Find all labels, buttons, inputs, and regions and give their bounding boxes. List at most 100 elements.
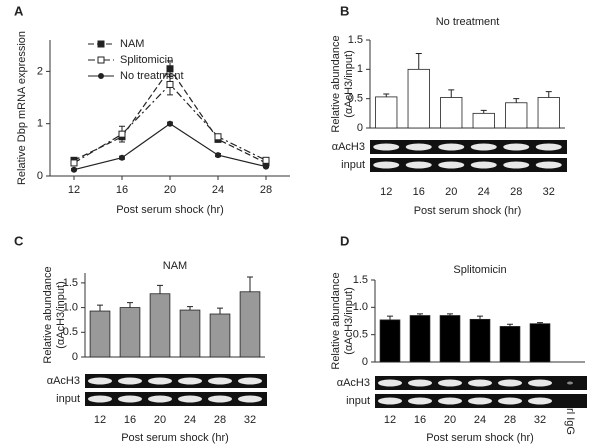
x-tick-label: 16 xyxy=(124,414,136,426)
bar xyxy=(239,291,261,358)
error-bar xyxy=(480,109,487,114)
y-tick-label: 1.5 xyxy=(348,34,363,46)
gel-band xyxy=(405,161,432,169)
gel-band xyxy=(535,143,562,151)
error-bar xyxy=(387,315,393,320)
gel-band xyxy=(503,161,530,169)
bar xyxy=(440,97,463,129)
panel-letter: B xyxy=(340,3,349,18)
y-tick-label: 2 xyxy=(37,65,43,77)
gel-band xyxy=(88,377,112,385)
y-axis-label: Relative abundance xyxy=(330,272,342,369)
gel-band xyxy=(567,381,573,385)
bar xyxy=(375,96,398,129)
marker xyxy=(166,80,174,88)
error-bar xyxy=(545,91,552,98)
y-tick-label: 1 xyxy=(357,63,363,75)
x-tick-label: 32 xyxy=(244,414,256,426)
legend-label: Splitomicin xyxy=(120,54,173,66)
bar xyxy=(407,68,430,129)
bar xyxy=(209,313,231,358)
marker xyxy=(167,120,173,127)
x-tick-label: 20 xyxy=(154,414,166,426)
y-tick-label: 1.0 xyxy=(353,301,368,313)
chart-title: No treatment xyxy=(436,16,500,28)
gel-row-label: input xyxy=(56,393,80,405)
error-bar xyxy=(157,284,163,294)
x-tick-label: 32 xyxy=(534,414,546,426)
bar xyxy=(469,318,491,363)
gel-band xyxy=(373,143,400,151)
error-bar xyxy=(513,98,520,103)
bar xyxy=(529,323,551,363)
gel-band xyxy=(238,377,262,385)
bar xyxy=(439,315,461,363)
y-tick-label: 0 xyxy=(357,122,363,134)
y-axis-label: Relative abundance xyxy=(330,35,342,132)
gel-row-label: input xyxy=(346,395,370,407)
error-bar xyxy=(247,276,253,292)
gel-band xyxy=(528,379,552,387)
bar xyxy=(179,309,201,358)
x-tick-label: 28 xyxy=(504,414,516,426)
x-tick-label: 28 xyxy=(214,414,226,426)
y-tick-label: 0 xyxy=(37,170,43,182)
bar xyxy=(119,307,141,358)
chart-title: Splitomicin xyxy=(453,264,506,276)
x-tick-label: 24 xyxy=(478,186,490,198)
error-bar xyxy=(217,307,223,315)
y-tick-label: 0 xyxy=(362,356,368,368)
gel-band xyxy=(438,379,462,387)
x-tick-label: 12 xyxy=(380,186,392,198)
gel-band xyxy=(468,379,492,387)
marker xyxy=(262,156,270,164)
gel-band xyxy=(88,395,112,403)
gel-row-label: αAcH3 xyxy=(47,375,80,387)
gel-band xyxy=(378,379,402,387)
legend-label: No treatment xyxy=(120,70,184,82)
y-tick-label: 0.5 xyxy=(353,329,368,341)
gel-band xyxy=(408,397,432,405)
panel-letter: A xyxy=(14,3,24,18)
gel-band xyxy=(438,397,462,405)
legend-marker xyxy=(98,73,104,79)
gel-strip xyxy=(370,158,567,172)
marker xyxy=(70,159,78,167)
gel-band xyxy=(118,377,142,385)
marker xyxy=(166,65,174,73)
gel-band xyxy=(468,397,492,405)
x-axis-label: Post serum shock (hr) xyxy=(121,432,229,444)
gel-row-label: αAcH3 xyxy=(332,141,365,153)
x-tick-label: 32 xyxy=(543,186,555,198)
gel-band xyxy=(408,379,432,387)
gel-band xyxy=(118,395,142,403)
y-tick-label: 1.5 xyxy=(353,274,368,286)
x-tick-label: 12 xyxy=(94,414,106,426)
y-tick-label: 0.5 xyxy=(348,93,363,105)
gel-band xyxy=(373,161,400,169)
y-tick-label: 0.5 xyxy=(63,326,78,338)
gel-row-label: αAcH3 xyxy=(337,377,370,389)
x-tick-label: 12 xyxy=(384,414,396,426)
panel-letter: C xyxy=(14,233,24,248)
bar xyxy=(409,315,431,363)
legend-label: NAM xyxy=(120,38,144,50)
y-axis-label: (αAcH3/input) xyxy=(55,281,67,349)
x-tick-label: 20 xyxy=(445,186,457,198)
gel-strip xyxy=(370,140,567,154)
gel-row-label: input xyxy=(341,159,365,171)
error-bar xyxy=(383,93,390,97)
x-axis-label: Post serum shock (hr) xyxy=(426,432,534,444)
y-tick-label: 1 xyxy=(37,118,43,130)
bar xyxy=(499,326,521,363)
x-tick-label: 28 xyxy=(510,186,522,198)
x-tick-label: 28 xyxy=(260,184,272,196)
chart-title: NAM xyxy=(163,260,187,272)
gel-band xyxy=(498,379,522,387)
x-tick-label: 16 xyxy=(413,186,425,198)
x-tick-label: 16 xyxy=(414,414,426,426)
x-tick-label: 24 xyxy=(474,414,486,426)
x-axis-label: Post serum shock (hr) xyxy=(116,204,224,216)
legend-marker xyxy=(97,56,105,64)
